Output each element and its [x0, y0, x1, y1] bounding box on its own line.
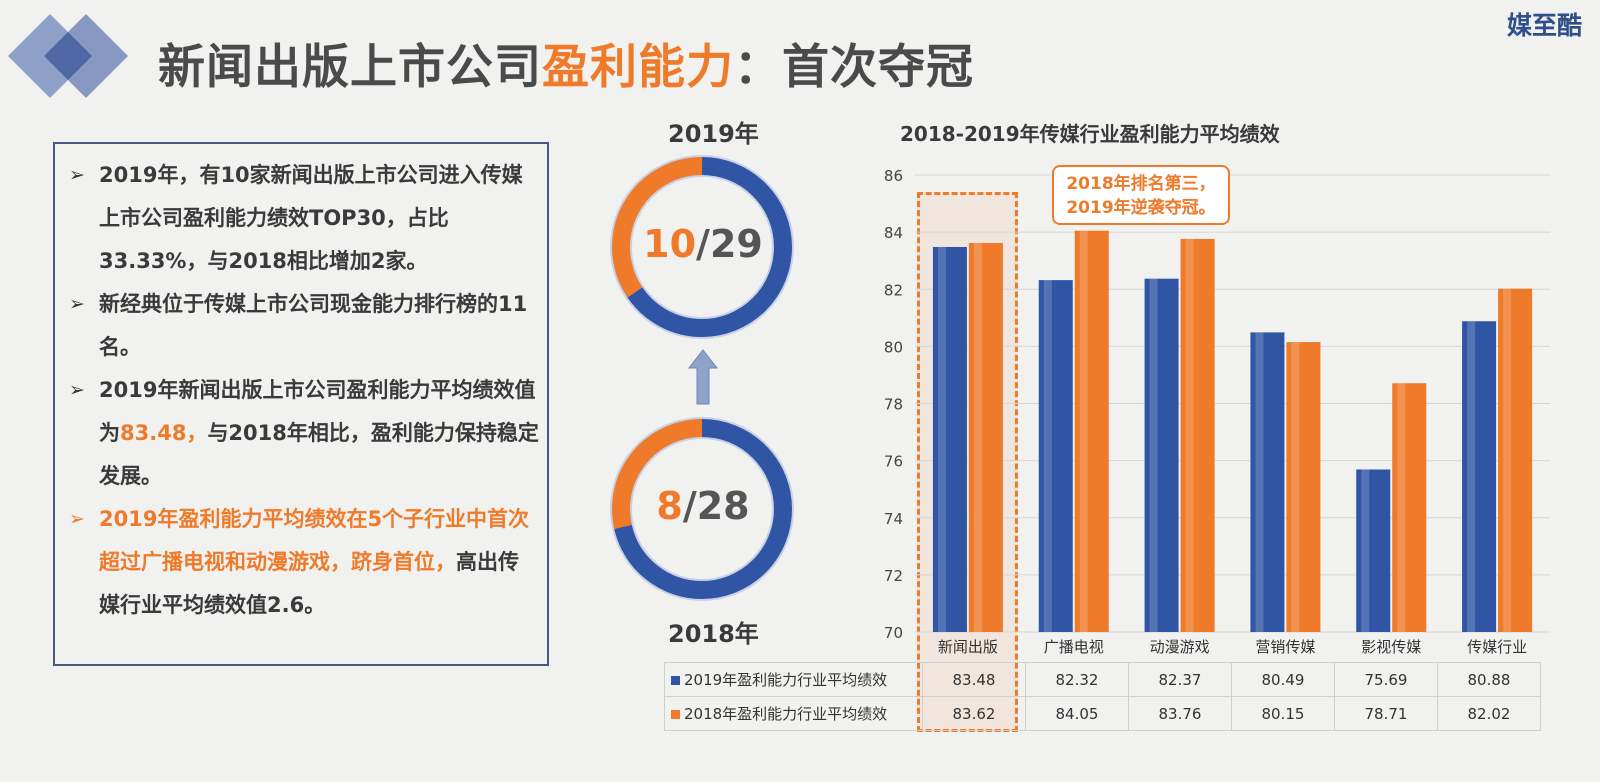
bar [1038, 280, 1073, 632]
arrow-bullet-icon: ➢ [69, 508, 85, 530]
summary-box: ➢ 2019年，有10家新闻出版上市公司进入传媒上市公司盈利能力绩效TOP30，… [53, 142, 549, 666]
bar-shine [937, 246, 946, 632]
bar-shine [1149, 278, 1158, 632]
table-cell: 83.76 [1128, 696, 1232, 731]
x-tick-label: 营销传媒 [1255, 638, 1315, 656]
bar [1462, 321, 1497, 632]
table-cell: 82.02 [1437, 696, 1541, 731]
table-cell: 75.69 [1334, 662, 1438, 697]
bar [1498, 288, 1533, 632]
y-tick-label: 72 [884, 567, 903, 585]
data-table: 2019年盈利能力行业平均绩效 83.48 82.32 82.37 80.49 … [664, 662, 1541, 731]
table-cell: 80.49 [1231, 662, 1335, 697]
y-tick-label: 70 [884, 624, 903, 642]
diamond-decoration [8, 14, 128, 98]
x-tick-label: 新闻出版 [938, 638, 998, 656]
bar-shine [1361, 469, 1370, 632]
table-row: 2019年盈利能力行业平均绩效 83.48 82.32 82.37 80.49 … [664, 662, 1541, 697]
y-tick-label: 82 [884, 281, 903, 299]
donut-2019 [610, 155, 794, 339]
legend-2018: 2018年盈利能力行业平均绩效 [664, 696, 923, 731]
bar [932, 246, 967, 632]
bar [1144, 278, 1179, 632]
bar [1356, 469, 1391, 632]
bar-shine [1397, 383, 1406, 632]
bar-shine [973, 242, 982, 632]
bar [1180, 238, 1215, 632]
arrow-bullet-icon: ➢ [69, 379, 85, 401]
table-row: 2018年盈利能力行业平均绩效 83.62 84.05 83.76 80.15 … [664, 696, 1541, 731]
x-tick-label: 动漫游戏 [1150, 638, 1210, 656]
table-cell: 80.15 [1231, 696, 1335, 731]
bullet-item: ➢ 2019年盈利能力平均绩效在5个子行业中首次超过广播电视和动漫游戏，跻身首位… [69, 498, 539, 627]
bar-shine [1503, 288, 1512, 632]
table-cell: 84.05 [1025, 696, 1129, 731]
y-tick-label: 78 [884, 396, 903, 414]
donut-2018 [610, 417, 794, 601]
y-tick-label: 80 [884, 338, 903, 356]
x-tick-label: 广播电视 [1044, 638, 1104, 656]
bullet-item: ➢ 2019年，有10家新闻出版上市公司进入传媒上市公司盈利能力绩效TOP30，… [69, 154, 539, 283]
arrow-bullet-icon: ➢ [69, 293, 85, 315]
brand-logo: 媒至酷 [1506, 11, 1582, 40]
y-tick-label: 84 [884, 224, 903, 242]
page-title: 新闻出版上市公司盈利能力：首次夺冠 [158, 40, 974, 95]
table-cell: 80.88 [1437, 662, 1541, 697]
arrow-bullet-icon: ➢ [69, 164, 85, 186]
bar-chart: 70 72 74 76 78 80 82 84 86 新闻出版 广播电视 动漫游戏 营销传媒 影视传媒 传媒… [884, 167, 1550, 656]
table-cell: 82.32 [1025, 662, 1129, 697]
bullet-item: ➢ 2019年新闻出版上市公司盈利能力平均绩效值为83.48，与2018年相比，… [69, 369, 539, 498]
chart-title: 2018-2019年传媒行业盈利能力平均绩效 [900, 122, 1280, 146]
up-arrow-icon [688, 349, 718, 405]
legend-swatch [671, 676, 680, 685]
bar-shine [1467, 321, 1476, 632]
y-tick-label: 76 [884, 453, 903, 471]
bar-shine [1043, 280, 1052, 632]
y-tick-label: 74 [884, 510, 903, 528]
donut-2019-label: 10/29 [643, 222, 763, 266]
table-cell: 83.48 [922, 662, 1026, 697]
legend-2019: 2019年盈利能力行业平均绩效 [664, 662, 923, 697]
table-cell: 78.71 [1334, 696, 1438, 731]
bar [968, 242, 1003, 632]
donut-2018-label: 8/28 [656, 484, 750, 528]
bar [1074, 230, 1109, 632]
callout-box: 2018年排名第三， 2019年逆袭夺冠。 [1052, 165, 1230, 225]
legend-swatch [671, 710, 680, 719]
donut-top-year: 2019年 [668, 120, 759, 148]
bar-shine [1255, 332, 1264, 632]
title-highlight: 盈利能力 [542, 40, 734, 95]
table-cell: 83.62 [922, 696, 1026, 731]
x-tick-label: 影视传媒 [1361, 638, 1421, 656]
bar [1392, 383, 1427, 632]
bar [1286, 342, 1321, 632]
bar-shine [1185, 238, 1194, 632]
bullet-item: ➢ 新经典位于传媒上市公司现金能力排行榜的11名。 [69, 283, 539, 369]
bar-shine [1079, 230, 1088, 632]
donut-bottom-year: 2018年 [668, 620, 759, 648]
bar-shine [1291, 342, 1300, 632]
table-cell: 82.37 [1128, 662, 1232, 697]
x-tick-label: 传媒行业 [1467, 638, 1527, 656]
bar [1250, 332, 1285, 632]
y-tick-label: 86 [884, 167, 903, 185]
